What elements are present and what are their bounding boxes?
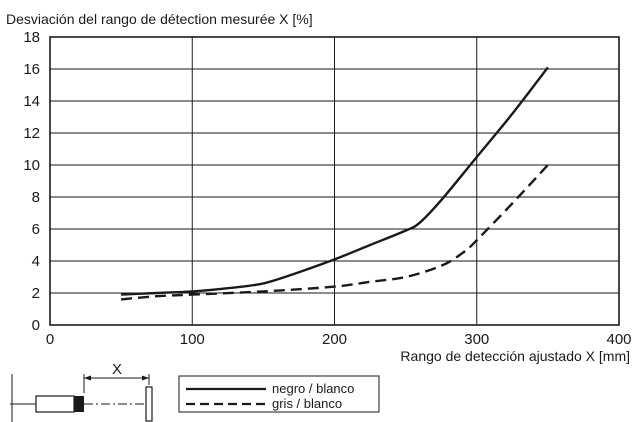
plot-frame — [49, 36, 620, 326]
y-tick-label-7: 14 — [23, 93, 40, 110]
distance-label: X — [112, 361, 122, 378]
x-tick-label-0: 0 — [46, 331, 54, 348]
sensor-diagram: X — [10, 361, 153, 422]
series-line-1 — [121, 164, 549, 301]
x-tick-label-4: 400 — [606, 331, 631, 348]
x-axis-label: Rango de detección ajustado X [mm] — [400, 348, 630, 364]
y-tick-label-1: 2 — [32, 285, 40, 302]
x-tick-label-2: 200 — [322, 331, 347, 348]
legend: negro / blanco gris / blanco — [178, 375, 380, 413]
plot-area-border — [49, 36, 620, 326]
y-axis-label: Desviación del rango de détection mesuré… — [6, 11, 313, 27]
y-tick-label-5: 10 — [23, 157, 40, 174]
y-tick-label-0: 0 — [32, 317, 40, 334]
x-tick-label-1: 100 — [180, 331, 205, 348]
y-tick-label-4: 8 — [32, 189, 40, 206]
legend-label-gris-blanco: gris / blanco — [272, 396, 342, 411]
x-tick-label-3: 300 — [464, 331, 489, 348]
legend-label-negro-blanco: negro / blanco — [272, 381, 354, 396]
series-line-0 — [121, 66, 549, 296]
dimension-arrow-left — [84, 375, 91, 381]
target-object — [145, 386, 153, 422]
y-tick-label-9: 18 — [23, 29, 40, 46]
sensor-body — [35, 395, 75, 413]
y-tick-label-3: 6 — [32, 221, 40, 238]
legend-box — [178, 375, 380, 413]
x-tick-labels: 0 100 200 300 400 — [46, 331, 632, 348]
series-lines — [121, 66, 549, 301]
y-tick-labels: 0 2 4 6 8 10 12 14 16 18 — [23, 29, 40, 334]
y-tick-label-6: 12 — [23, 125, 40, 142]
sensor-lens — [74, 396, 84, 412]
y-tick-label-8: 16 — [23, 61, 40, 78]
dimension-arrow-right — [142, 375, 149, 381]
grid — [50, 37, 619, 325]
y-tick-label-2: 4 — [32, 253, 40, 270]
